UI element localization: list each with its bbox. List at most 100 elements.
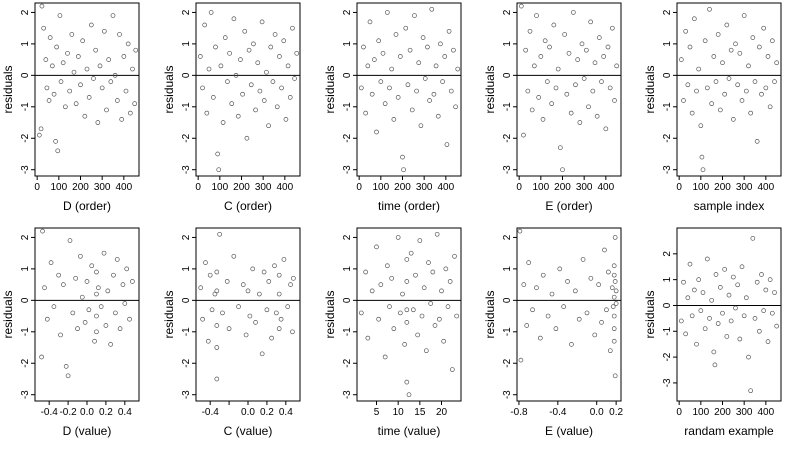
y-tick-label: 1 xyxy=(20,266,31,272)
data-point xyxy=(276,326,282,332)
data-point xyxy=(439,288,444,294)
data-point xyxy=(711,54,717,59)
data-point xyxy=(441,338,447,344)
data-point xyxy=(67,88,73,94)
y-tick-label: 2 xyxy=(342,9,353,15)
y-tick-label: -2 xyxy=(20,133,31,142)
data-point xyxy=(569,342,574,347)
data-point xyxy=(95,120,101,125)
data-point xyxy=(590,88,596,94)
data-point xyxy=(448,88,454,94)
data-point xyxy=(720,60,725,66)
data-point xyxy=(276,272,282,278)
y-tick-label: -1 xyxy=(181,327,192,336)
data-point xyxy=(285,304,291,309)
plot-frame xyxy=(356,2,462,177)
data-point xyxy=(378,79,384,84)
data-point xyxy=(269,335,274,341)
data-point xyxy=(759,272,764,277)
data-point xyxy=(713,272,719,277)
data-point xyxy=(44,316,50,322)
data-point xyxy=(709,101,715,107)
y-tick-label: 2 xyxy=(502,9,513,15)
data-point xyxy=(774,60,780,66)
data-point xyxy=(278,316,284,322)
data-point xyxy=(547,44,552,50)
data-point xyxy=(722,91,728,97)
data-point xyxy=(214,323,220,328)
data-point xyxy=(69,32,75,37)
data-point xyxy=(426,260,431,265)
data-point xyxy=(374,129,379,135)
data-point xyxy=(707,316,712,321)
data-point xyxy=(105,288,111,294)
y-tick-label: -1 xyxy=(342,327,353,336)
data-point xyxy=(358,85,364,91)
y-tick-label: 0 xyxy=(181,72,192,78)
data-point xyxy=(612,235,618,240)
data-point xyxy=(416,60,422,66)
x-tick-label: -0.4 xyxy=(41,407,59,418)
x-tick-label: 0 xyxy=(516,182,522,193)
data-point xyxy=(523,47,529,53)
data-point xyxy=(449,367,455,372)
data-point xyxy=(99,85,105,91)
data-point xyxy=(130,279,135,284)
data-point xyxy=(106,57,112,62)
y-tick-label: 2 xyxy=(181,234,192,240)
data-point xyxy=(691,16,697,22)
data-point xyxy=(526,260,532,265)
data-point xyxy=(57,13,63,18)
data-point xyxy=(748,110,754,116)
data-point xyxy=(702,326,708,332)
x-axis-label: C (order) xyxy=(224,199,272,213)
data-point xyxy=(108,342,113,347)
data-point xyxy=(555,66,561,72)
data-point xyxy=(117,326,123,332)
data-point xyxy=(41,25,47,31)
data-point xyxy=(586,104,591,110)
y-tick-label: -3 xyxy=(181,165,192,174)
data-point xyxy=(39,3,45,9)
data-point xyxy=(542,38,548,44)
data-point xyxy=(711,349,717,355)
data-point xyxy=(220,120,226,125)
data-point xyxy=(540,117,546,122)
data-point xyxy=(594,113,600,119)
y-tick-label: -2 xyxy=(20,358,31,367)
x-tick-label: 400 xyxy=(757,182,774,193)
x-tick-label: 20 xyxy=(436,407,448,418)
data-point xyxy=(763,287,769,293)
data-point xyxy=(229,101,235,107)
x-tick-label: 400 xyxy=(437,182,454,193)
data-point xyxy=(197,54,203,59)
y-tick-label: 0 xyxy=(662,72,673,78)
data-point xyxy=(279,85,284,91)
y-tick-label: -3 xyxy=(662,378,673,387)
data-point xyxy=(588,275,594,281)
data-point xyxy=(261,98,267,103)
data-point xyxy=(384,10,390,15)
data-point xyxy=(612,279,618,284)
data-point xyxy=(733,41,738,47)
data-point xyxy=(761,308,767,313)
data-point xyxy=(728,318,734,324)
data-point xyxy=(722,266,728,272)
data-point xyxy=(108,79,114,84)
data-point xyxy=(204,110,210,116)
data-point xyxy=(363,269,369,275)
x-tick-label: 0.0 xyxy=(80,407,94,418)
data-point xyxy=(270,79,276,84)
data-point xyxy=(89,263,95,269)
data-point xyxy=(235,113,241,119)
data-point xyxy=(253,320,258,325)
data-point xyxy=(209,307,215,313)
data-point xyxy=(613,288,619,294)
x-tick-label: 200 xyxy=(233,182,250,193)
y-tick-label: -1 xyxy=(502,102,513,111)
data-point xyxy=(380,50,386,56)
y-tick-label: -3 xyxy=(342,390,353,399)
y-tick-label: 2 xyxy=(662,251,673,257)
